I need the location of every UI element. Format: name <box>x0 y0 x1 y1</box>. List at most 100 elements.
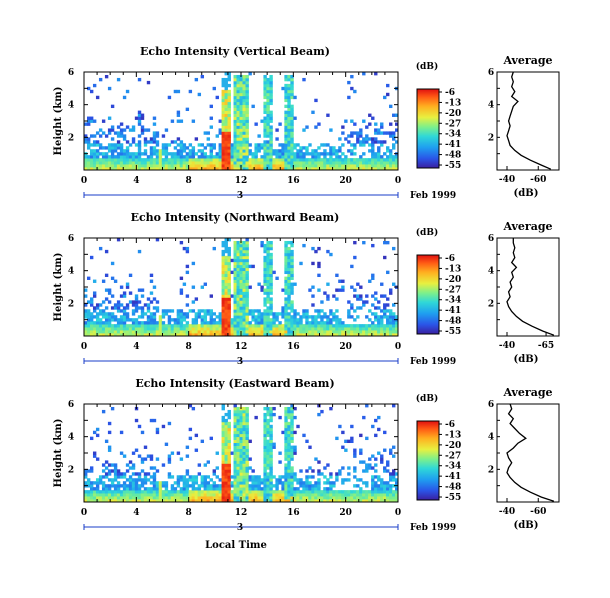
heatmap-cell <box>245 95 249 100</box>
heatmap-cell <box>236 448 240 452</box>
heatmap-cell <box>284 463 288 467</box>
heatmap-cell <box>263 89 267 94</box>
heatmap-cell <box>224 291 228 295</box>
heatmap-cell <box>290 427 294 432</box>
heatmap-cell <box>395 321 399 325</box>
heatmap-cell <box>266 424 270 429</box>
heatmap-cell <box>86 333 91 337</box>
heatmap-cell <box>218 490 222 494</box>
heatmap-cell <box>263 77 267 82</box>
heatmap-cell <box>266 140 270 144</box>
heatmap-cell <box>86 158 91 162</box>
heatmap-cell <box>272 158 276 162</box>
heatmap-cell <box>380 309 384 313</box>
heatmap-cell <box>269 300 273 304</box>
heatmap-cell <box>353 146 357 150</box>
heatmap-cell <box>107 490 112 494</box>
heatmap-cell <box>242 306 246 310</box>
heatmap-cell <box>311 158 315 162</box>
heatmap-cell <box>98 246 103 251</box>
heatmap-cell <box>269 161 273 165</box>
heatmap-cell <box>224 83 228 88</box>
heatmap-cell <box>110 276 115 280</box>
heatmap-cell <box>98 493 103 497</box>
heatmap-cell <box>113 164 118 168</box>
heatmap-cell <box>356 478 360 482</box>
heatmap-cell <box>233 146 237 150</box>
heatmap-cell <box>200 143 205 147</box>
heatmap-cell <box>215 333 219 337</box>
heatmap-cell <box>245 324 249 328</box>
heatmap-cell <box>254 161 258 165</box>
heatmap-cell <box>104 439 109 444</box>
heatmap-cell <box>395 167 399 171</box>
heatmap-cell <box>206 493 210 497</box>
heatmap-cell <box>266 243 270 248</box>
heatmap-cell <box>89 484 94 488</box>
heatmap-cell <box>185 146 190 150</box>
heatmap-cell <box>212 246 216 251</box>
heatmap-cell <box>356 282 360 286</box>
heatmap-cell <box>179 143 184 147</box>
heatmap-cell <box>290 300 294 304</box>
heatmap-cell <box>251 490 255 494</box>
heatmap-cell <box>191 149 196 153</box>
heatmap-cell <box>224 95 228 100</box>
heatmap-cell <box>290 74 294 79</box>
heatmap-cell <box>335 152 339 156</box>
heatmap-cell <box>155 330 160 334</box>
heatmap-cell <box>239 258 243 263</box>
heatmap-cell <box>266 143 270 147</box>
heatmap-cell <box>377 152 381 156</box>
heatmap-cell <box>137 484 142 488</box>
heatmap-cell <box>110 327 115 331</box>
heatmap-cell <box>164 128 169 132</box>
heatmap-cell <box>239 294 243 298</box>
heatmap-cell <box>233 451 237 455</box>
heatmap-cell <box>164 152 169 156</box>
heatmap-cell <box>107 318 112 322</box>
heatmap-cell <box>224 240 228 245</box>
heatmap-cell <box>344 478 348 482</box>
heatmap-cell <box>341 499 345 503</box>
heatmap-cell <box>110 161 115 165</box>
heatmap-cell <box>239 412 243 417</box>
heatmap-cell <box>284 113 288 117</box>
heatmap-cell <box>212 333 216 337</box>
heatmap-cell <box>314 161 318 165</box>
heatmap-cell <box>284 122 288 126</box>
heatmap-cell <box>278 327 282 331</box>
heatmap-cell <box>221 490 225 494</box>
heatmap-cell <box>317 309 321 313</box>
heatmap-cell <box>224 463 228 467</box>
heatmap-cell <box>215 152 219 156</box>
heatmap-cell <box>347 499 351 503</box>
heatmap-cell <box>218 330 222 334</box>
heatmap-cell <box>359 167 363 171</box>
heatmap-cell <box>107 300 112 304</box>
heatmap-cell <box>248 285 252 289</box>
heatmap-cell <box>242 409 246 414</box>
heatmap-cell <box>146 161 151 165</box>
heatmap-cell <box>311 499 315 503</box>
heatmap-cell <box>290 315 294 319</box>
heatmap-cell <box>278 155 282 159</box>
heatmap-cell <box>368 164 372 168</box>
heatmap-cell <box>335 478 339 482</box>
heatmap-cell <box>134 481 139 485</box>
heatmap-cell <box>290 496 294 500</box>
heatmap-cell <box>200 149 205 153</box>
heatmap-cell <box>281 490 285 494</box>
heatmap-cell <box>254 321 258 325</box>
heatmap-cell <box>122 161 127 165</box>
heatmap-cell <box>374 128 378 132</box>
heatmap-cell <box>245 258 249 263</box>
heatmap-cell <box>266 107 270 112</box>
heatmap-cell <box>263 312 267 316</box>
heatmap-cell <box>236 303 240 307</box>
heatmap-cell <box>350 496 354 500</box>
heatmap-cell <box>203 152 208 156</box>
heatmap-cell <box>236 427 240 432</box>
heatmap-cell <box>260 321 264 325</box>
heatmap-cell <box>239 246 243 251</box>
